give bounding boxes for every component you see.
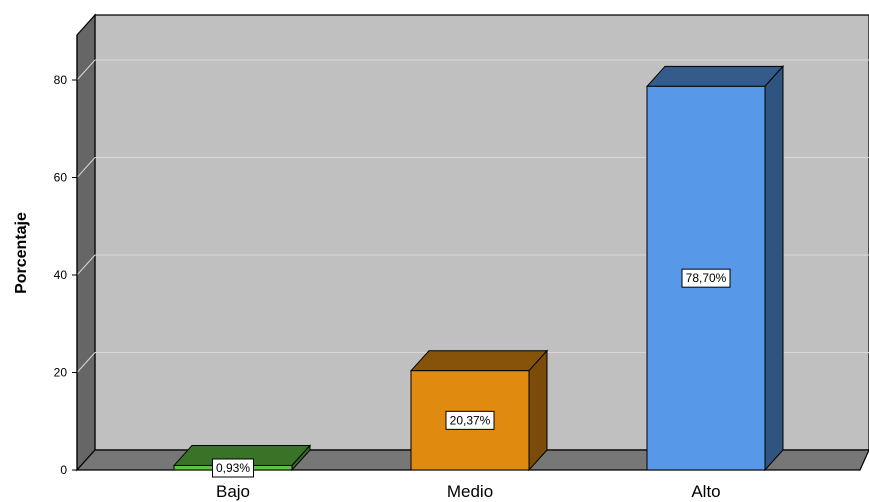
- y-axis-label: Porcentaje: [13, 212, 30, 294]
- y-tick-label: 60: [54, 171, 68, 185]
- x-tick-label: Medio: [447, 482, 493, 501]
- y-tick-label: 20: [54, 366, 68, 380]
- bar-side: [528, 349, 548, 472]
- x-tick-label: Bajo: [216, 482, 250, 501]
- bar-side: [764, 65, 784, 472]
- y-tick-label: 0: [60, 463, 67, 477]
- y-tick-label: 40: [54, 268, 68, 282]
- data-label-box: [212, 458, 254, 478]
- gridline: [76, 59, 96, 81]
- y-tick-label: 80: [54, 73, 68, 87]
- bar-top: [645, 65, 785, 87]
- gridline: [76, 254, 96, 276]
- bar-medio: [409, 349, 549, 472]
- side-wall: [76, 13, 96, 472]
- data-label-box: [445, 410, 495, 430]
- bar-top: [409, 350, 549, 372]
- bar-alto: [645, 65, 785, 472]
- data-label: 78,70%: [681, 268, 731, 288]
- gridline: [76, 157, 96, 178]
- data-label-box: [681, 268, 731, 288]
- data-label-text: 78,70%: [686, 271, 727, 285]
- data-label-text: 20,37%: [450, 413, 491, 427]
- gridline: [76, 352, 96, 373]
- data-label: 20,37%: [445, 410, 495, 430]
- data-label: 0,93%: [212, 458, 254, 478]
- data-label-text: 0,93%: [216, 461, 250, 475]
- x-tick-label: Alto: [691, 482, 720, 501]
